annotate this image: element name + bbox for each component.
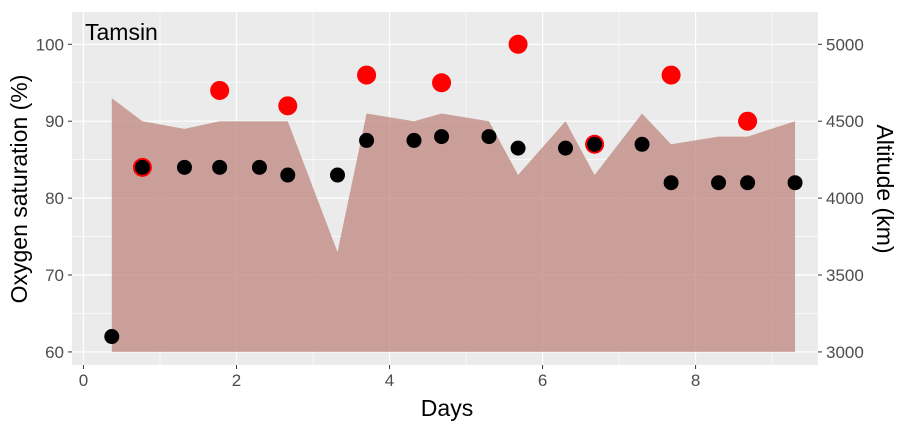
red-point [508,34,528,54]
black-point [134,159,150,175]
y-tick-label: 100 [36,35,64,54]
black-point [251,159,267,175]
black-point [787,175,803,191]
black-point [740,175,756,191]
black-point [359,132,375,148]
black-point [634,136,650,152]
red-point [278,96,298,116]
y-tick-label: 60 [45,343,64,362]
y2-tick-label: 4000 [826,189,864,208]
black-point [510,140,526,156]
y2-tick-label: 3000 [826,343,864,362]
black-point [212,159,228,175]
red-point [357,65,377,85]
points [104,34,803,345]
y2-axis-label: Altitude (km) [872,124,898,253]
black-point [558,140,574,156]
x-axis-label: Days [421,395,473,421]
black-point [280,167,296,183]
y-tick-label: 70 [45,266,64,285]
black-point [104,329,120,345]
y-tick-label: 90 [45,112,64,131]
black-point [176,159,192,175]
x-tick-label: 8 [691,371,700,390]
black-point [663,175,679,191]
red-point [661,65,681,85]
y2-tick-label: 4500 [826,112,864,131]
x-tick-label: 4 [385,371,394,390]
panel-title: Tamsin [85,19,158,45]
black-point [406,132,422,148]
black-point [329,167,345,183]
red-point [210,80,230,100]
black-point [587,136,603,152]
black-point [481,129,497,145]
y2-tick-label: 3500 [826,266,864,285]
black-point [711,175,727,191]
axes: 0 2 4 6 8 60 70 80 90 100 3000 3500 4000 4500 5000 [36,35,864,390]
y-axis-label: Oxygen saturation (%) [6,75,32,304]
y-tick-label: 80 [45,189,64,208]
x-tick-label: 6 [538,371,547,390]
altitude-area [111,98,796,352]
x-tick-label: 0 [79,371,88,390]
y2-tick-label: 5000 [826,35,864,54]
red-point [432,73,452,93]
red-point [738,111,758,131]
x-tick-label: 2 [232,371,241,390]
altitude-area-polygon [111,98,796,352]
black-point [434,129,450,145]
